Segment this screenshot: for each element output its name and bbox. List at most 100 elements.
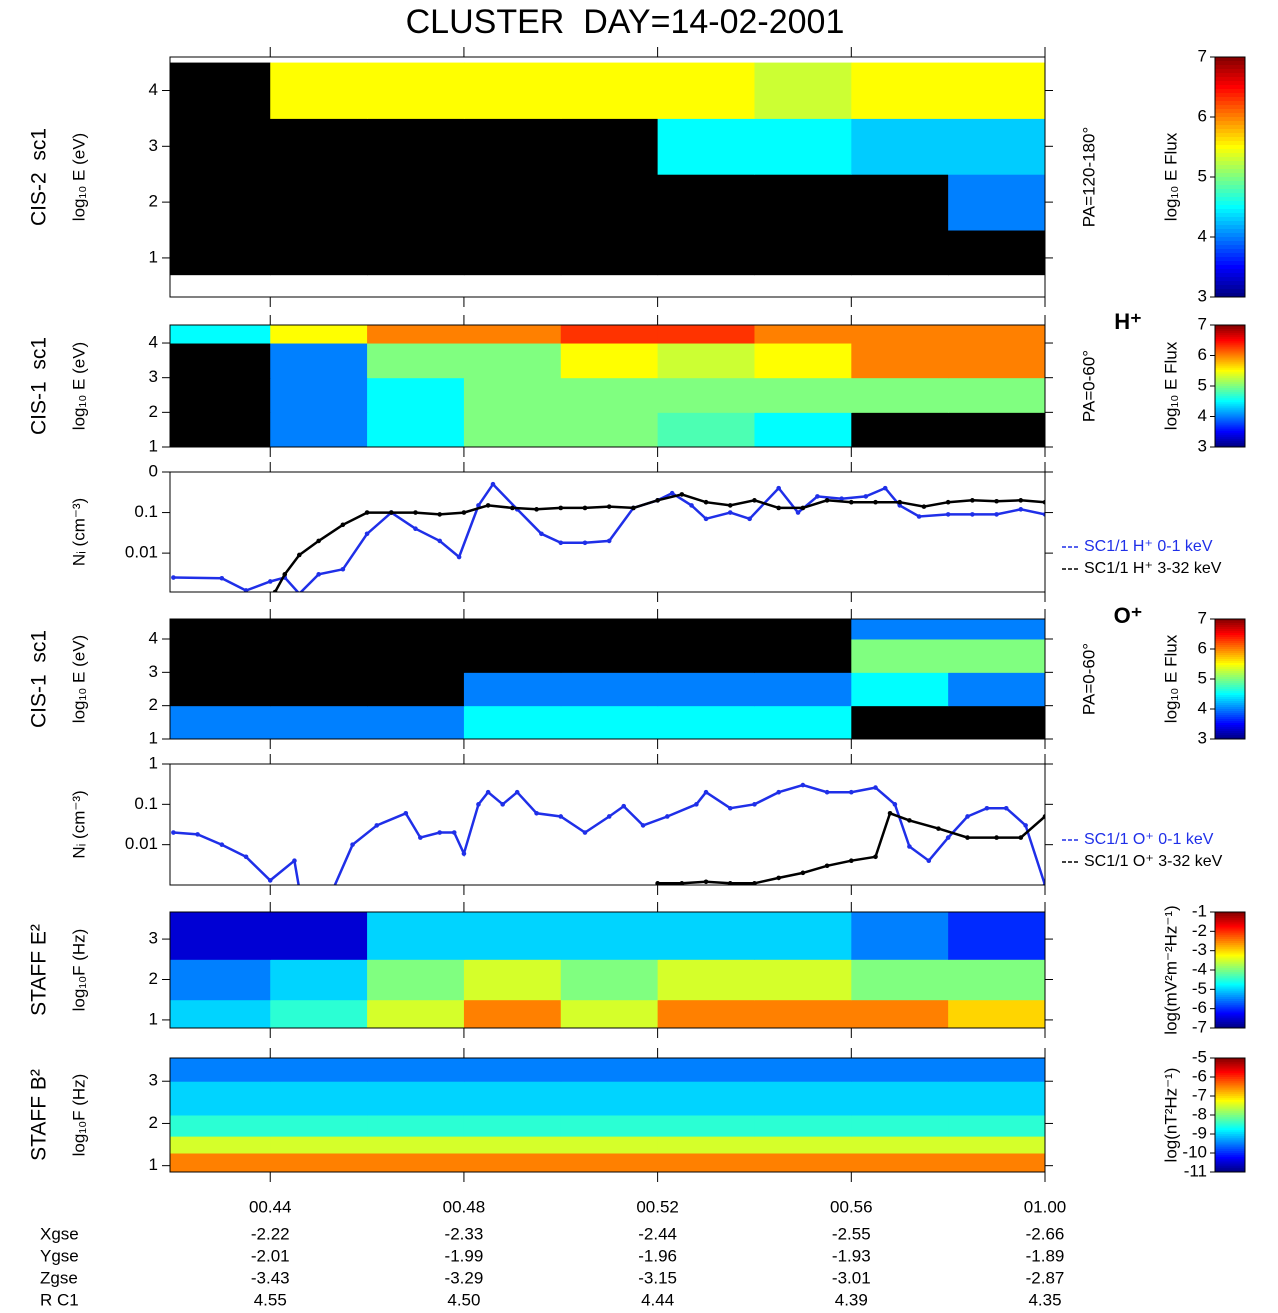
colorbar-step: [1215, 1105, 1245, 1108]
y-tick-label: 2: [149, 402, 158, 421]
heat-cell: [754, 230, 852, 276]
panel-frame: [169, 56, 1046, 298]
colorbar-step: [1215, 1126, 1245, 1129]
colorbar-step: [1215, 241, 1245, 246]
heat-cell: [170, 1081, 271, 1116]
ephemeris-value: -2.66: [1026, 1224, 1065, 1243]
heat-cell: [170, 1153, 271, 1172]
heat-cell: [560, 62, 659, 119]
heat-cell: [270, 343, 368, 379]
colorbar-step: [1215, 1010, 1245, 1014]
series-point: [558, 540, 564, 546]
colorbar-step: [1215, 133, 1245, 138]
colorbar-step: [1215, 390, 1245, 393]
ephemeris-value: -3.15: [638, 1268, 677, 1287]
colorbar-step: [1215, 1082, 1245, 1086]
heat-cell: [754, 1153, 852, 1172]
colorbar-step: [1215, 1109, 1245, 1112]
colorbar-step: [1215, 424, 1245, 428]
ephemeris-value: -3.01: [832, 1268, 871, 1287]
colorbar-step: [1215, 77, 1245, 82]
heat-cell: [851, 1115, 949, 1137]
heat-cell: [657, 174, 755, 231]
colorbar-step: [1215, 422, 1245, 426]
colorbar-step: [1215, 981, 1245, 985]
heat-cell: [367, 912, 465, 960]
colorbar-step: [1215, 717, 1245, 720]
heat-cell: [851, 619, 949, 640]
colorbar-step: [1215, 970, 1245, 973]
heat-cell: [367, 672, 465, 707]
colorbar-label: log₁₀ E Flux: [1161, 634, 1180, 723]
heat-cell: [851, 1058, 949, 1082]
colorbar-step: [1215, 1097, 1245, 1101]
series-point: [500, 802, 505, 807]
panel-frame: [169, 324, 1046, 448]
heat-cell: [463, 959, 562, 1001]
colorbar-step: [1215, 1065, 1245, 1068]
heat-cell: [367, 1058, 465, 1082]
heat-cell: [170, 325, 271, 344]
heat-cell: [270, 1058, 368, 1082]
heat-cell: [463, 672, 562, 707]
colorbar-step: [1215, 329, 1245, 332]
colorbar-step: [1215, 440, 1245, 444]
colorbar-step: [1215, 946, 1245, 950]
series-line: [657, 811, 1045, 885]
series-point: [514, 789, 520, 795]
colorbar-step: [1215, 418, 1245, 422]
heat-cell: [170, 705, 271, 739]
plot-area: [170, 912, 1045, 1028]
colorbar-step: [1215, 919, 1245, 923]
heat-cell: [170, 377, 271, 413]
heat-cell: [657, 230, 755, 276]
heat-cell: [754, 412, 852, 447]
series-point: [282, 572, 288, 577]
colorbar-step: [1215, 665, 1245, 668]
colorbar-step: [1215, 1073, 1245, 1076]
colorbar-step: [1215, 402, 1245, 405]
colorbar-step: [1215, 677, 1245, 680]
colorbar-step: [1215, 995, 1245, 998]
colorbar-step: [1215, 129, 1245, 134]
colorbar-step: [1215, 697, 1245, 700]
colorbar-step: [1215, 973, 1245, 977]
y-tick-label: 2: [149, 695, 158, 714]
colorbar-step: [1215, 97, 1245, 102]
y-tick-label: 2: [149, 1113, 158, 1132]
series-point: [316, 572, 321, 577]
ephemeris-value: -1.96: [638, 1246, 677, 1265]
heat-cell: [170, 343, 271, 379]
colorbar-step: [1215, 361, 1245, 365]
heat-cell: [560, 672, 659, 707]
colorbar-tick-label: 6: [1198, 345, 1207, 364]
series-point: [655, 881, 660, 885]
heat-cell: [851, 1136, 949, 1154]
heat-cell: [851, 672, 949, 707]
colorbar-step: [1215, 621, 1245, 624]
series-point: [461, 510, 467, 515]
heat-cell: [851, 639, 949, 673]
colorbar-step: [1215, 1135, 1245, 1139]
colorbar-label: log₁₀ E Flux: [1161, 341, 1180, 430]
series-point: [945, 835, 951, 840]
heat-cell: [270, 959, 368, 1001]
heat-cell: [270, 174, 368, 231]
colorbar-step: [1215, 944, 1245, 948]
heat-cell: [657, 1081, 755, 1116]
series-point: [824, 498, 830, 503]
colorbar-step: [1215, 371, 1245, 375]
colorbar-step: [1215, 1012, 1245, 1015]
colorbar-step: [1215, 623, 1245, 626]
colorbar-step: [1215, 733, 1245, 736]
series-point: [437, 512, 443, 517]
y-axis-label: Nᵢ (cm⁻³): [69, 790, 88, 858]
colorbar-step: [1215, 341, 1245, 344]
colorbar-step: [1215, 1078, 1245, 1082]
colorbar-step: [1215, 398, 1245, 401]
colorbar-step: [1215, 1118, 1245, 1122]
colorbar-step: [1215, 1014, 1245, 1017]
colorbar-step: [1215, 197, 1245, 202]
colorbar-step: [1215, 185, 1245, 190]
colorbar-step: [1215, 81, 1245, 86]
